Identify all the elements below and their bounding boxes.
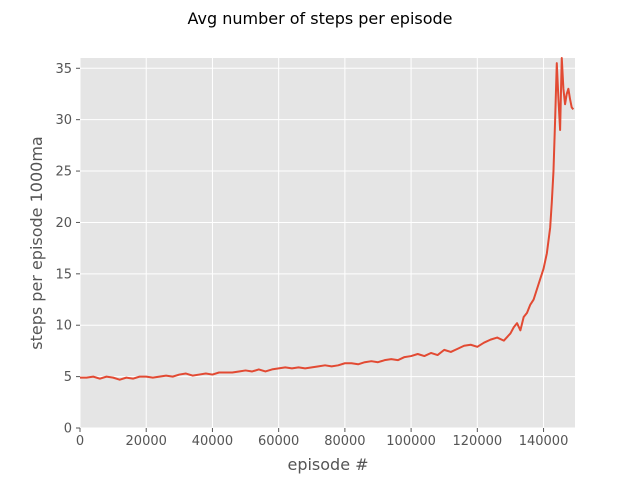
y-tick-label: 25 — [55, 165, 72, 180]
x-tick-label: 100000 — [386, 434, 436, 449]
x-axis-ticks: 0 20000 40000 60000 80000 100000 120000 140000 — [76, 428, 569, 449]
x-tick-label: 140000 — [519, 434, 569, 449]
plot-area — [80, 58, 575, 428]
x-tick-label: 40000 — [192, 434, 233, 449]
y-tick-label: 35 — [55, 62, 72, 77]
x-tick-label: 0 — [76, 434, 84, 449]
y-tick-label: 15 — [55, 267, 72, 282]
y-tick-label: 10 — [55, 319, 72, 334]
x-tick-label: 60000 — [258, 434, 299, 449]
series-line — [80, 57, 575, 381]
y-tick-label: 30 — [55, 113, 72, 128]
grid — [79, 58, 575, 429]
y-tick-label: 5 — [64, 370, 72, 385]
y-axis-ticks: 0 5 10 15 20 25 30 35 — [55, 62, 80, 437]
y-axis-label: steps per episode 1000ma — [27, 136, 46, 349]
y-tick-label: 20 — [55, 216, 72, 231]
x-tick-label: 20000 — [126, 434, 167, 449]
chart-title: Avg number of steps per episode — [187, 9, 452, 28]
y-tick-label: 0 — [64, 422, 72, 437]
x-tick-label: 120000 — [453, 434, 503, 449]
x-tick-label: 80000 — [324, 434, 365, 449]
series-group — [80, 57, 575, 381]
x-axis-label: episode # — [287, 455, 368, 474]
